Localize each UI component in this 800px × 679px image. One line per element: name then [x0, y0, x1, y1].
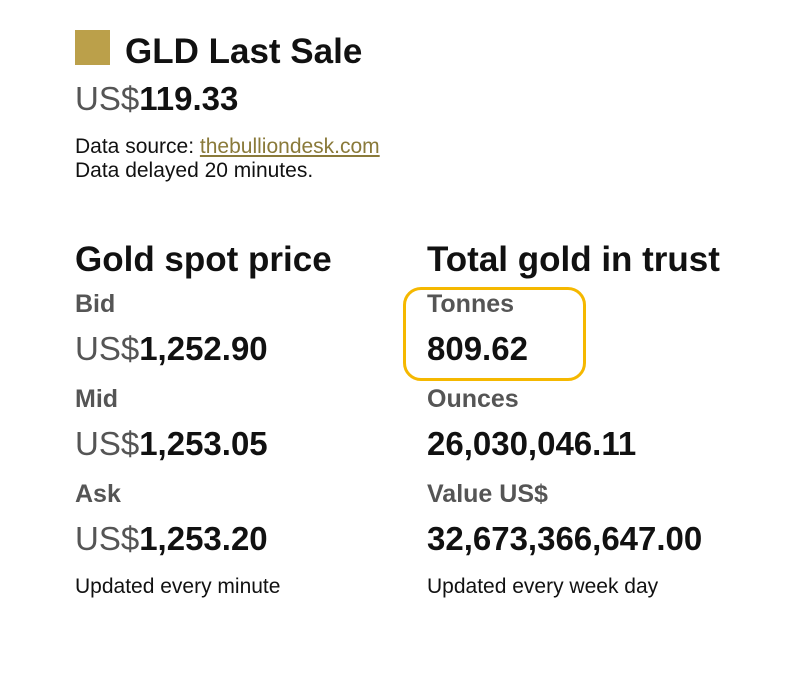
amount: 1,253.05 [139, 425, 268, 462]
title: GLD Last Sale [125, 32, 363, 71]
currency: US$ [75, 80, 140, 117]
row-value: US$1,252.90 [75, 332, 268, 365]
row-label: Mid [75, 385, 119, 413]
amount: 809.62 [427, 330, 528, 367]
update-note: Updated every minute [75, 575, 281, 598]
amount: 32,673,366,647.00 [427, 520, 703, 557]
row-value: US$1,253.05 [75, 427, 268, 460]
amount: 1,252.90 [139, 330, 268, 367]
row-label: Bid [75, 290, 116, 318]
source-line: Data source: thebulliondesk.com [75, 136, 380, 157]
gold-icon [75, 30, 110, 65]
row-value: 809.62 [427, 332, 528, 365]
row-label: Value US$ [427, 480, 548, 508]
currency: US$ [75, 330, 140, 367]
row-value: US$1,253.20 [75, 522, 268, 555]
row-label: Ounces [427, 385, 519, 413]
price: 119.33 [139, 80, 239, 117]
source-link[interactable]: thebulliondesk.com [199, 135, 380, 158]
highlight-ring [403, 287, 586, 381]
row-label: Ask [75, 480, 121, 508]
update-note: Updated every week day [427, 575, 659, 598]
row-value: 32,673,366,647.00 [427, 522, 702, 555]
trust-title: Total gold in trust [427, 240, 720, 279]
currency: US$ [75, 520, 140, 557]
row-label: Tonnes [427, 290, 515, 318]
spot-title: Gold spot price [75, 240, 332, 279]
delay-note: Data delayed 20 minutes. [75, 159, 314, 182]
amount: 26,030,046.11 [427, 425, 637, 462]
amount: 1,253.20 [139, 520, 268, 557]
source-label: Data source: [75, 135, 195, 158]
last-sale: US$119.33 [75, 82, 238, 115]
row-value: 26,030,046.11 [427, 427, 636, 460]
currency: US$ [75, 425, 140, 462]
